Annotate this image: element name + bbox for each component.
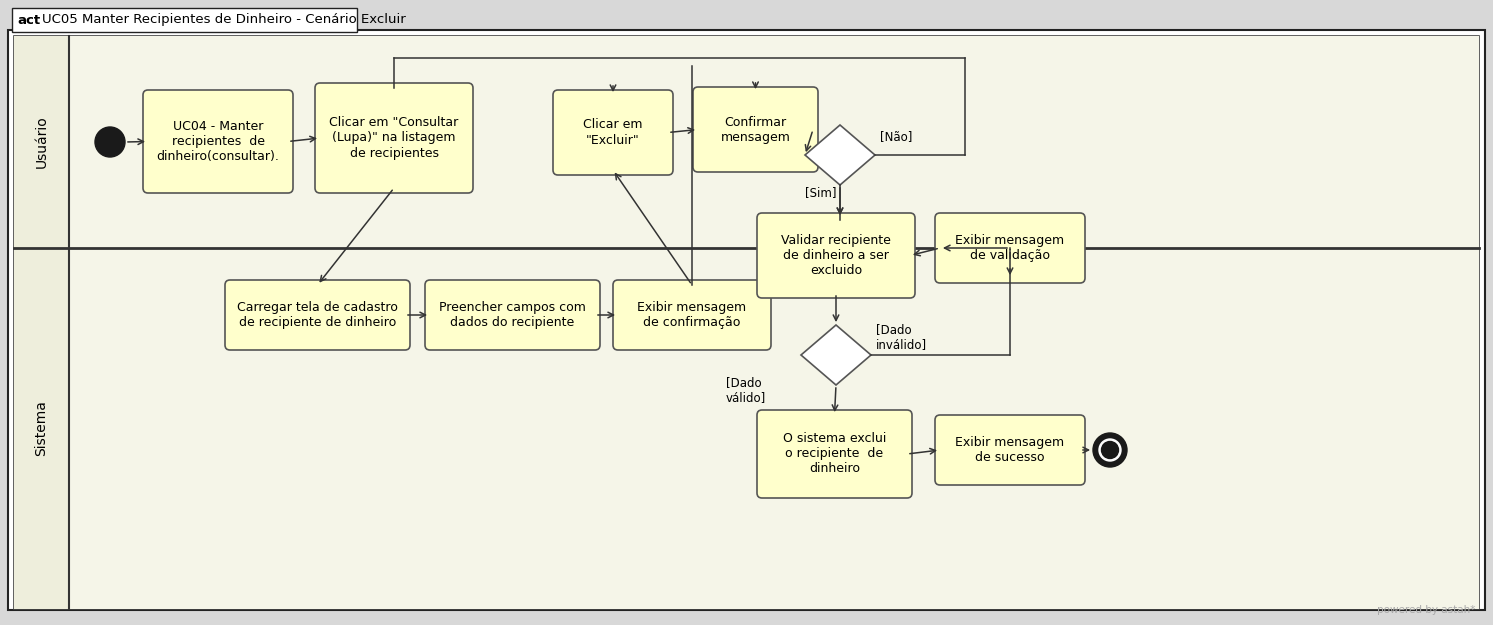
FancyBboxPatch shape: [757, 410, 912, 498]
Circle shape: [1099, 439, 1121, 461]
Text: Validar recipiente
de dinheiro a ser
excluido: Validar recipiente de dinheiro a ser exc…: [781, 234, 891, 277]
Circle shape: [96, 127, 125, 157]
Polygon shape: [802, 325, 870, 385]
Text: [Dado
válido]: [Dado válido]: [726, 376, 766, 404]
FancyBboxPatch shape: [935, 213, 1085, 283]
FancyBboxPatch shape: [614, 280, 770, 350]
Circle shape: [1102, 441, 1118, 459]
Text: UC04 - Manter
recipientes  de
dinheiro(consultar).: UC04 - Manter recipientes de dinheiro(co…: [157, 120, 279, 163]
FancyBboxPatch shape: [13, 36, 1480, 609]
FancyBboxPatch shape: [693, 87, 818, 172]
FancyBboxPatch shape: [13, 36, 69, 248]
FancyBboxPatch shape: [315, 83, 473, 193]
FancyBboxPatch shape: [935, 415, 1085, 485]
Text: [Dado
inválido]: [Dado inválido]: [876, 323, 927, 351]
Text: Confirmar
mensagem: Confirmar mensagem: [721, 116, 790, 144]
Text: Exibir mensagem
de sucesso: Exibir mensagem de sucesso: [956, 436, 1065, 464]
Text: powered by astah*: powered by astah*: [1377, 605, 1475, 615]
FancyBboxPatch shape: [12, 8, 357, 32]
Text: UC05 Manter Recipientes de Dinheiro - Cenário Excluir: UC05 Manter Recipientes de Dinheiro - Ce…: [42, 14, 406, 26]
Text: Usuário: Usuário: [34, 116, 48, 168]
FancyBboxPatch shape: [143, 90, 293, 193]
Text: Preencher campos com
dados do recipiente: Preencher campos com dados do recipiente: [439, 301, 585, 329]
FancyBboxPatch shape: [69, 248, 1480, 609]
Text: [Não]: [Não]: [879, 131, 912, 144]
Text: Exibir mensagem
de validação: Exibir mensagem de validação: [956, 234, 1065, 262]
Text: [Sim]: [Sim]: [805, 186, 836, 199]
Text: Clicar em "Consultar
(Lupa)" na listagem
de recipientes: Clicar em "Consultar (Lupa)" na listagem…: [330, 116, 458, 159]
Polygon shape: [805, 125, 875, 185]
Text: Carregar tela de cadastro
de recipiente de dinheiro: Carregar tela de cadastro de recipiente …: [237, 301, 399, 329]
FancyBboxPatch shape: [552, 90, 673, 175]
Text: Sistema: Sistema: [34, 401, 48, 456]
Text: act: act: [16, 14, 40, 26]
Text: O sistema exclui
o recipiente  de
dinheiro: O sistema exclui o recipiente de dinheir…: [782, 432, 887, 476]
Text: Exibir mensagem
de confirmação: Exibir mensagem de confirmação: [638, 301, 746, 329]
Circle shape: [1093, 433, 1127, 467]
FancyBboxPatch shape: [69, 36, 1480, 248]
FancyBboxPatch shape: [7, 30, 1486, 610]
FancyBboxPatch shape: [13, 248, 69, 609]
FancyBboxPatch shape: [757, 213, 915, 298]
FancyBboxPatch shape: [426, 280, 600, 350]
FancyBboxPatch shape: [225, 280, 411, 350]
Text: Clicar em
"Excluir": Clicar em "Excluir": [584, 119, 643, 146]
